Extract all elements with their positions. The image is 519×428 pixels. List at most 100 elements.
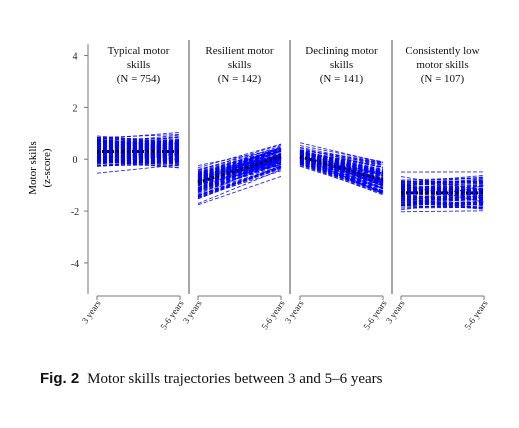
caption-label: Fig. 2 [40,370,80,387]
trajectory-line [299,149,384,166]
trajectory-line [96,144,181,148]
trajectory-line [400,199,485,209]
trajectory-line [299,158,384,186]
panel-title-line: skills [228,59,251,71]
trajectory-line [197,162,282,179]
x-tick-label: 5-6 years [361,298,389,331]
trajectory-lines [197,143,282,206]
y-tick-label: -2 [71,207,79,218]
x-tick-label: 5-6 years [259,298,287,331]
panel-title-line: Resilient motor [205,45,273,57]
panel-title-line: Declining motor [305,45,378,57]
trajectory-line [96,149,181,160]
x-tick-label: 3 years [80,298,103,325]
trajectory-line [400,176,485,191]
trajectory-line [299,147,384,169]
trajectory-lines [400,171,485,213]
caption-text: Motor skills trajectories between 3 and … [87,371,383,387]
trajectory-line [96,150,181,161]
x-tick-label: 3 years [283,298,306,325]
trajectory-line [197,148,282,176]
x-tick-label: 5-6 years [462,298,490,331]
panel-title-line: motor skills [416,59,468,71]
trajectory-line [197,175,282,206]
trajectory-line [400,186,485,190]
trajectory-line [96,160,181,167]
panel-title-line: (N = 754) [117,73,161,85]
trajectory-line [96,150,181,161]
y-axis-label: Motor skills [27,141,39,194]
trajectory-line [299,160,384,179]
panel-title-line: skills [330,59,353,71]
trajectory-line [96,149,181,155]
trajectory-line [299,162,384,190]
trajectory-line [96,158,181,162]
trajectory-line [400,176,485,186]
figure-caption: Fig. 2 Motor skills trajectories between … [40,370,510,388]
panel-title-line: (N = 141) [320,73,364,85]
trajectory-lines [299,142,384,196]
trajectory-line [299,154,384,177]
y-tick-label: -4 [71,259,79,270]
panel-2: 3 years 5-6 years Resilient motor skills (N … [181,40,291,331]
panel-title-line: skills [127,59,150,71]
trajectory-line [96,137,181,140]
trajectory-line [400,189,485,196]
trajectory-line [197,148,282,173]
panel-title-line: (N = 142) [218,73,262,85]
trajectory-line [299,163,384,196]
x-tick-label: 3 years [384,298,407,325]
trajectory-line [299,152,384,176]
trajectory-line [197,166,282,196]
trajectory-line [197,150,282,183]
panel-1: 3 years 5-6 years Typical motor skills (N = … [80,40,190,331]
trajectory-line [400,194,485,200]
trajectory-line [96,140,181,146]
trajectory-line [197,158,282,186]
trajectory-line [197,157,282,181]
trajectory-line [299,142,384,164]
trajectory-line [299,150,384,183]
trajectory-line [400,187,485,196]
y-tick-label: 2 [73,103,78,114]
trajectory-line [96,145,181,149]
y-axis-units: (z-score) [41,148,53,187]
trajectory-line [197,143,282,169]
trajectory-line [400,206,485,209]
trajectory-line [299,161,384,184]
trajectory-line [197,146,282,180]
trajectory-line [400,205,485,208]
panel-title-line: Typical motor [108,45,170,57]
trajectory-line [400,188,485,195]
trajectory-line [197,153,282,184]
trajectory-line [96,137,181,141]
trajectory-line [299,150,384,170]
y-tick-label: 4 [73,52,78,63]
trajectory-lines [96,131,181,174]
trajectory-line [197,168,282,197]
trajectory-line [197,154,282,176]
trajectory-line [96,140,181,143]
y-axis: 4 2 0 -2 -4 [71,44,89,294]
y-tick-label: 0 [73,155,78,166]
panel-4: 3 years 5-6 years Consistently low motor sk… [384,45,490,331]
trajectory-line [96,160,181,169]
x-tick-label: 3 years [181,298,204,325]
trajectory-line [197,148,282,167]
x-tick-label: 5-6 years [158,298,186,331]
trajectory-line [400,210,485,213]
mean-trajectory [299,155,384,182]
trajectory-line [96,161,181,167]
trajectory-line [197,147,282,170]
trajectory-line [400,180,485,183]
panel-title-line: Consistently low [405,45,479,57]
trajectory-line [400,199,485,203]
panel-3: 3 years 5-6 years Declining motor skills (N … [283,40,393,331]
trajectory-line [197,161,282,195]
trajectory-line [197,149,282,171]
trajectory-line [299,150,384,174]
trajectory-line [299,146,384,165]
trajectory-line [299,162,384,192]
panel-title-line: (N = 107) [421,73,465,85]
